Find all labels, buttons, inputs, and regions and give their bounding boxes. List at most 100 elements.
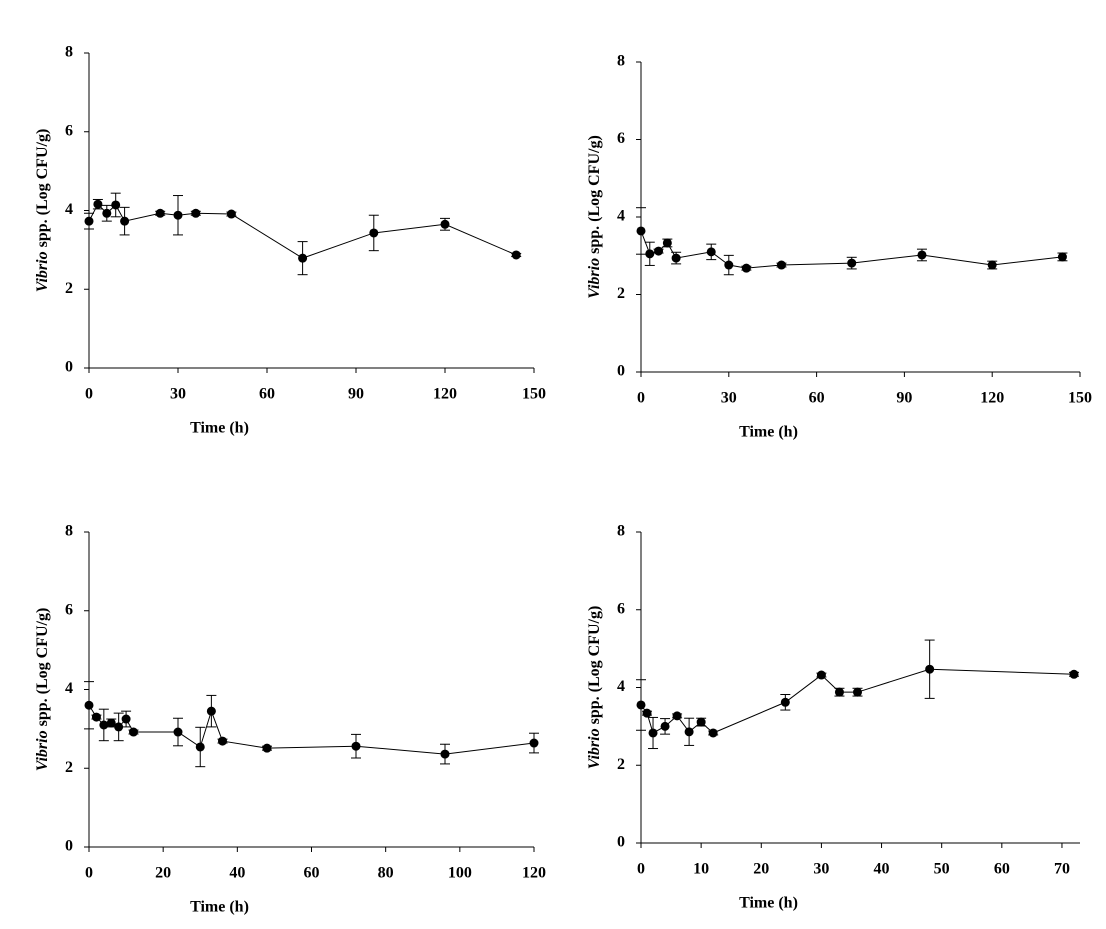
x-axis-label: Time (h) — [739, 895, 798, 912]
data-point — [173, 210, 183, 220]
chart: 0 2 4 6 8 0 30 60 90 120 150 Time (h) Vibrio spp. (L… — [586, 53, 1092, 441]
x-tick-label: 10 — [693, 861, 709, 878]
data-point — [671, 253, 681, 263]
data-point — [816, 670, 826, 680]
x-tick-label: 70 — [1054, 861, 1070, 878]
data-point — [102, 208, 112, 218]
y-tick-label: 4 — [65, 680, 73, 697]
x-tick-label: 40 — [874, 861, 890, 878]
data-point — [852, 687, 862, 697]
x-tick-label: 80 — [378, 865, 394, 882]
y-tick-label: 0 — [617, 363, 625, 380]
data-point — [636, 226, 646, 236]
data-point — [298, 253, 308, 263]
x-tick-label: 30 — [170, 386, 186, 403]
data-point — [724, 260, 734, 270]
data-point — [121, 714, 131, 724]
x-tick-label: 20 — [753, 861, 769, 878]
data-point — [684, 727, 694, 737]
y-axis-label: Vibrio spp. (Log CFU/g) — [586, 135, 603, 299]
data-point — [93, 199, 103, 209]
y-axis-label: Vibrio spp. (Log CFU/g) — [34, 129, 51, 293]
y-tick-label: 8 — [65, 523, 73, 540]
data-point — [529, 738, 539, 748]
data-point — [780, 697, 790, 707]
x-tick-label: 60 — [259, 386, 275, 403]
data-point — [662, 238, 672, 248]
y-tick-label: 8 — [65, 44, 73, 61]
data-point — [155, 208, 165, 218]
data-point — [440, 219, 450, 229]
x-tick-label: 120 — [522, 865, 546, 882]
x-tick-label: 20 — [155, 865, 171, 882]
x-tick-label: 30 — [721, 390, 737, 407]
y-tick-label: 6 — [617, 600, 625, 617]
data-point — [645, 249, 655, 259]
data-point — [262, 743, 272, 753]
x-tick-label: 0 — [637, 861, 645, 878]
x-tick-label: 40 — [229, 865, 245, 882]
y-tick-label: 2 — [617, 756, 625, 773]
data-point — [660, 721, 670, 731]
x-tick-label: 120 — [433, 386, 457, 403]
y-tick-label: 0 — [65, 359, 73, 376]
data-point — [351, 741, 361, 751]
data-point — [206, 706, 216, 716]
data-point — [642, 708, 652, 718]
data-point — [834, 687, 844, 697]
y-tick-label: 4 — [617, 678, 625, 695]
data-point — [1057, 252, 1067, 262]
x-tick-label: 60 — [809, 390, 825, 407]
data-point — [173, 727, 183, 737]
x-tick-label: 30 — [813, 861, 829, 878]
data-point — [654, 246, 664, 256]
data-point — [84, 700, 94, 710]
data-point — [106, 718, 116, 728]
x-axis-label: Time (h) — [190, 899, 249, 916]
data-point — [195, 742, 205, 752]
data-point — [114, 722, 124, 732]
y-axis-label-italic: Vibrio — [586, 728, 603, 769]
data-point — [741, 263, 751, 273]
data-point — [511, 250, 521, 260]
x-tick-label: 150 — [1068, 390, 1092, 407]
y-tick-label: 8 — [617, 523, 625, 540]
y-tick-label: 2 — [65, 759, 73, 776]
y-tick-label: 0 — [65, 838, 73, 855]
data-point — [672, 711, 682, 721]
data-point — [99, 720, 109, 730]
data-point — [917, 250, 927, 260]
x-tick-label: 0 — [85, 386, 93, 403]
x-tick-label: 0 — [637, 390, 645, 407]
x-axis-label: Time (h) — [739, 424, 798, 441]
chart: 0 2 4 6 8 0 10 20 30 40 50 60 70 Time (h) Vibrio spp. … — [586, 523, 1080, 912]
data-point — [440, 749, 450, 759]
y-axis-label-rest: spp. (Log CFU/g) — [34, 129, 51, 252]
data-point — [776, 260, 786, 270]
y-axis-label-rest: spp. (Log CFU/g) — [586, 606, 603, 729]
series-line — [88, 704, 535, 755]
y-axis-label-italic: Vibrio — [34, 251, 51, 292]
data-point — [84, 216, 94, 226]
data-point — [925, 664, 935, 674]
x-tick-label: 120 — [980, 390, 1004, 407]
data-point — [696, 717, 706, 727]
data-point — [1069, 669, 1079, 679]
data-point — [636, 700, 646, 710]
y-axis-label: Vibrio spp. (Log CFU/g) — [34, 608, 51, 772]
y-tick-label: 4 — [65, 201, 73, 218]
y-tick-label: 6 — [617, 130, 625, 147]
data-point — [987, 260, 997, 270]
x-tick-label: 90 — [348, 386, 364, 403]
data-point — [218, 736, 227, 746]
x-axis-label: Time (h) — [190, 420, 249, 437]
y-tick-label: 2 — [617, 285, 625, 302]
data-point — [226, 209, 236, 219]
y-tick-label: 4 — [617, 208, 625, 225]
data-point — [129, 727, 138, 737]
x-tick-label: 50 — [934, 861, 950, 878]
y-axis-label-rest: spp. (Log CFU/g) — [34, 608, 51, 731]
y-axis-label-rest: spp. (Log CFU/g) — [586, 135, 603, 258]
